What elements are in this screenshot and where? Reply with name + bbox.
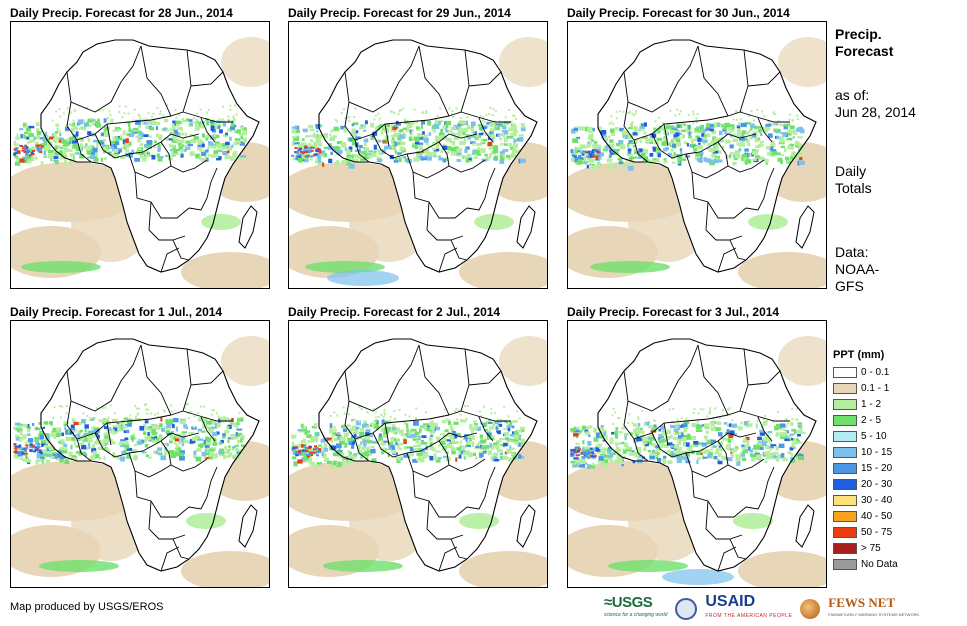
legend-label: 15 - 20	[861, 462, 893, 474]
usaid-logo-text: USAID	[705, 593, 756, 610]
africa-map	[289, 37, 547, 288]
legend-item: 5 - 10	[833, 429, 898, 443]
legend-label: 50 - 75	[861, 526, 893, 538]
legend-item: 0 - 0.1	[833, 365, 898, 379]
data-source-line2: NOAA-	[835, 261, 880, 277]
legend-item: 2 - 5	[833, 413, 898, 427]
data-source: Data: NOAA- GFS	[835, 244, 960, 295]
africa-map	[568, 336, 826, 587]
totals-line1: Daily	[835, 163, 867, 179]
africa-map	[568, 37, 826, 288]
africa-map	[11, 37, 269, 288]
as-of-value: Jun 28, 2014	[835, 104, 916, 120]
legend-label: > 75	[861, 542, 881, 554]
legend-swatch	[833, 366, 857, 378]
forecast-panel: Daily Precip. Forecast for 2 Jul., 2014	[288, 304, 548, 588]
panel-title: Daily Precip. Forecast for 1 Jul., 2014	[10, 305, 223, 319]
precip-map	[567, 320, 827, 588]
legend-title: PPT (mm)	[833, 349, 885, 361]
sidebar-title-line2: Forecast	[835, 43, 894, 59]
fews-logo-text: FEWS NET	[828, 595, 896, 610]
forecast-panel: Daily Precip. Forecast for 28 Jun., 2014	[10, 5, 270, 289]
legend-item: 15 - 20	[833, 461, 898, 475]
legend-label: 40 - 50	[861, 510, 893, 522]
panel-title: Daily Precip. Forecast for 28 Jun., 2014	[10, 6, 233, 20]
sidebar-title: Precip. Forecast	[835, 26, 960, 60]
sidebar-title-line1: Precip.	[835, 26, 882, 42]
panel-title: Daily Precip. Forecast for 30 Jun., 2014	[567, 6, 790, 20]
precip-map	[10, 320, 270, 588]
africa-map	[11, 336, 269, 587]
precip-map	[10, 21, 270, 289]
as-of-date: as of: Jun 28, 2014	[835, 87, 960, 121]
forecast-panel: Daily Precip. Forecast for 30 Jun., 2014	[567, 5, 827, 289]
globe-icon	[800, 599, 821, 619]
forecast-panel: Daily Precip. Forecast for 3 Jul., 2014	[567, 304, 827, 588]
legend-swatch	[833, 542, 857, 554]
legend-item: > 75	[833, 541, 898, 555]
usaid-logo: USAID FROM THE AMERICAN PEOPLE	[705, 593, 793, 623]
legend-item: 50 - 75	[833, 525, 898, 539]
usgs-tagline: science for a changing world	[604, 612, 668, 618]
forecast-panel: Daily Precip. Forecast for 29 Jun., 2014	[288, 5, 548, 289]
legend-item: 10 - 15	[833, 445, 898, 459]
legend-swatch	[833, 430, 857, 442]
legend-label: 30 - 40	[861, 494, 893, 506]
legend-label: No Data	[861, 558, 898, 570]
legend-item: 1 - 2	[833, 397, 898, 411]
data-source-line1: Data:	[835, 244, 869, 260]
precip-legend: PPT (mm) 0 - 0.1 0.1 - 1 1 - 2 2 - 5 5 - 10 1…	[833, 349, 898, 573]
usgs-logo-text: ≈USGS	[604, 594, 653, 611]
forecast-panel: Daily Precip. Forecast for 1 Jul., 2014	[10, 304, 270, 588]
legend-item: 20 - 30	[833, 477, 898, 491]
panel-title: Daily Precip. Forecast for 29 Jun., 2014	[288, 6, 511, 20]
seal-icon	[675, 598, 698, 620]
precip-map	[288, 21, 548, 289]
legend-item: 30 - 40	[833, 493, 898, 507]
logo-strip: ≈USGS science for a changing world USAID…	[604, 593, 920, 623]
map-credit: Map produced by USGS/EROS	[10, 601, 164, 613]
as-of-label: as of:	[835, 87, 870, 103]
legend-label: 5 - 10	[861, 430, 887, 442]
legend-item: 40 - 50	[833, 509, 898, 523]
legend-label: 20 - 30	[861, 478, 893, 490]
legend-swatch	[833, 478, 857, 490]
data-source-line3: GFS	[835, 278, 864, 294]
legend-swatch	[833, 446, 857, 458]
legend-swatch	[833, 494, 857, 506]
africa-map	[289, 336, 547, 587]
legend-item: 0.1 - 1	[833, 381, 898, 395]
panel-title: Daily Precip. Forecast for 3 Jul., 2014	[567, 305, 780, 319]
usaid-tagline: FROM THE AMERICAN PEOPLE	[705, 613, 793, 619]
precip-map	[288, 320, 548, 588]
legend-swatch	[833, 414, 857, 426]
legend-swatch	[833, 510, 857, 522]
totals-label: Daily Totals	[835, 163, 960, 197]
fews-tagline: FAMINE EARLY WARNING SYSTEMS NETWORK	[828, 612, 920, 617]
usgs-logo: ≈USGS science for a changing world	[604, 594, 668, 622]
totals-line2: Totals	[835, 180, 872, 196]
legend-swatch	[833, 462, 857, 474]
legend-label: 0 - 0.1	[861, 366, 890, 378]
precip-map	[567, 21, 827, 289]
legend-label: 0.1 - 1	[861, 382, 890, 394]
legend-swatch	[833, 526, 857, 538]
panel-title: Daily Precip. Forecast for 2 Jul., 2014	[288, 305, 501, 319]
legend-item: No Data	[833, 557, 898, 571]
fews-net-logo: FEWS NET FAMINE EARLY WARNING SYSTEMS NE…	[828, 595, 920, 621]
legend-swatch	[833, 398, 857, 410]
legend-swatch	[833, 558, 857, 570]
legend-label: 2 - 5	[861, 414, 882, 426]
legend-label: 1 - 2	[861, 398, 882, 410]
legend-label: 10 - 15	[861, 446, 893, 458]
legend-swatch	[833, 382, 857, 394]
